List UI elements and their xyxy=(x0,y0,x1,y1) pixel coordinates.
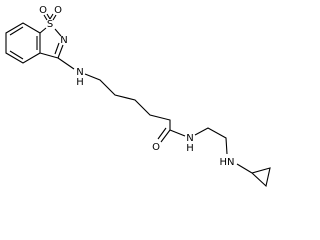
atom-label: O xyxy=(54,5,62,16)
atom-label: HN xyxy=(220,157,235,168)
bonds xyxy=(5,13,271,188)
atom-label: O xyxy=(152,142,160,153)
molecule-diagram: O O S N N H O N H HN xyxy=(5,5,271,188)
atom-label: N xyxy=(60,35,67,46)
atom-label: S xyxy=(47,19,53,30)
atom-label: N xyxy=(186,133,193,144)
atom-label: H xyxy=(76,77,84,88)
atom-label: N xyxy=(76,67,83,78)
atom-label: H xyxy=(186,143,194,154)
atom-label: O xyxy=(39,5,47,16)
